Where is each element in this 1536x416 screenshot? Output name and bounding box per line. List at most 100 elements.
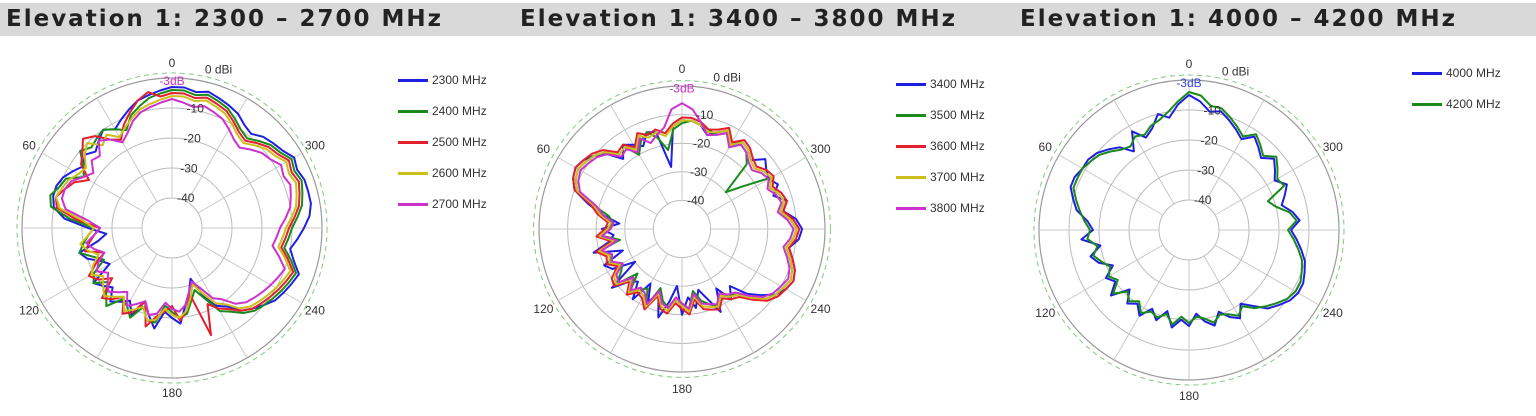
reference-label: -3dB bbox=[669, 82, 694, 96]
angle-label: 300 bbox=[305, 139, 325, 153]
radial-tick-label: -30 bbox=[180, 161, 198, 175]
legend-label: 4200 MHz bbox=[1446, 97, 1501, 111]
legend-swatch bbox=[896, 144, 926, 148]
legend-swatch bbox=[896, 82, 926, 86]
radial-tick-label: -20 bbox=[693, 137, 711, 151]
legend-label: 3400 MHz bbox=[930, 77, 985, 91]
polar-grid-3 bbox=[1033, 74, 1345, 386]
legend-swatch bbox=[398, 171, 428, 175]
legend-label: 2600 MHz bbox=[432, 166, 487, 180]
radial-tick-label: -40 bbox=[1194, 193, 1212, 207]
series-line-1 bbox=[1069, 94, 1306, 329]
angle-label: 180 bbox=[672, 382, 692, 396]
radial-tick-label: -10 bbox=[1204, 104, 1222, 118]
grid-spoke bbox=[557, 242, 658, 301]
grid-spoke bbox=[1058, 154, 1164, 216]
legend-item: 3600 MHz bbox=[896, 136, 985, 156]
legend-item: 2700 MHz bbox=[398, 194, 487, 214]
legend-item: 3700 MHz bbox=[896, 167, 985, 187]
legend-swatch bbox=[398, 78, 428, 82]
series-line-3 bbox=[55, 91, 301, 337]
legend-label: 2300 MHz bbox=[432, 73, 487, 87]
legend-label: 3600 MHz bbox=[930, 139, 985, 153]
grid-spoke bbox=[557, 157, 658, 216]
angle-label: 0 bbox=[679, 62, 686, 76]
grid-spoke bbox=[96, 97, 158, 203]
legend-label: 2500 MHz bbox=[432, 135, 487, 149]
radial-tick-label: -10 bbox=[696, 108, 714, 122]
angle-label: 60 bbox=[22, 139, 36, 153]
series-line-2 bbox=[1072, 91, 1303, 326]
axis-labels-3: 0 60 120 180 240 300 -10 -20 -30 -40 0 dBi -3dB bbox=[1035, 57, 1343, 403]
reference-ring bbox=[1033, 74, 1345, 386]
legend-item: 2400 MHz bbox=[398, 101, 487, 121]
angle-label: 180 bbox=[162, 386, 182, 400]
series-line-5 bbox=[60, 98, 292, 316]
legend-swatch bbox=[398, 140, 428, 144]
legend-3: 4000 MHz 4200 MHz bbox=[1412, 63, 1501, 125]
reference-ring bbox=[16, 72, 328, 384]
angle-label: 300 bbox=[811, 142, 831, 156]
radial-tick-label: -30 bbox=[690, 165, 708, 179]
polar-plot-3: 0 60 120 180 240 300 -10 -20 -30 -40 0 dBi -3dB bbox=[1033, 57, 1345, 403]
angle-label: 120 bbox=[533, 302, 553, 316]
angle-label: 0 bbox=[169, 56, 176, 70]
polar-grid-2 bbox=[533, 80, 831, 378]
grid-spoke bbox=[186, 97, 248, 203]
grid-spoke bbox=[1113, 255, 1175, 361]
radial-tick-label: -20 bbox=[1200, 133, 1218, 147]
polar-plot-2: 0 60 120 180 240 300 -10 -20 -30 -40 0 dBi -3dB bbox=[533, 62, 831, 396]
grid-spoke bbox=[695, 253, 754, 354]
series-group-3 bbox=[1069, 91, 1306, 329]
series-line-5 bbox=[577, 102, 795, 310]
grid-spoke bbox=[695, 104, 754, 205]
legend-swatch bbox=[1412, 71, 1442, 75]
chart-title-2: Elevation 1: 3400 – 3800 MHz bbox=[514, 3, 1026, 36]
radial-unit-label: 0 dBi bbox=[713, 70, 740, 84]
legend-swatch bbox=[398, 202, 428, 206]
chart-title-1: Elevation 1: 2300 – 2700 MHz bbox=[0, 3, 536, 36]
series-line-1 bbox=[52, 86, 312, 330]
series-group-2 bbox=[572, 102, 804, 319]
legend-swatch bbox=[896, 113, 926, 117]
legend-label: 3700 MHz bbox=[930, 170, 985, 184]
legend-item: 2300 MHz bbox=[398, 70, 487, 90]
legend-label: 2700 MHz bbox=[432, 197, 487, 211]
angle-label: 120 bbox=[19, 304, 39, 318]
legend-item: 3400 MHz bbox=[896, 74, 985, 94]
series-line-4 bbox=[55, 95, 298, 322]
grid-spoke bbox=[1203, 99, 1265, 205]
grid-spoke bbox=[1214, 154, 1320, 216]
legend-label: 2400 MHz bbox=[432, 104, 487, 118]
angle-label: 180 bbox=[1179, 389, 1199, 403]
legend-swatch bbox=[1412, 102, 1442, 106]
series-line-3 bbox=[572, 116, 801, 316]
axis-labels-1: 0 60 120 180 240 300 -10 -20 -30 -40 0 dBi -3dB bbox=[19, 56, 325, 400]
legend-item: 2500 MHz bbox=[398, 132, 487, 152]
grid-ring bbox=[652, 199, 712, 259]
legend-item: 4200 MHz bbox=[1412, 94, 1501, 114]
legend-2: 3400 MHz 3500 MHz 3600 MHz 3700 MHz 3800 MHz bbox=[896, 74, 985, 229]
angle-label: 240 bbox=[1323, 306, 1343, 320]
angle-label: 60 bbox=[1039, 140, 1053, 154]
grid-spoke bbox=[197, 152, 303, 214]
grid-spoke bbox=[1214, 244, 1320, 306]
polar-chart-3: 0 60 120 180 240 300 -10 -20 -30 -40 0 dBi -3dB 400… bbox=[1024, 40, 1536, 416]
grid-spoke bbox=[706, 157, 807, 216]
legend-item: 4000 MHz bbox=[1412, 63, 1501, 83]
legend-label: 4000 MHz bbox=[1446, 66, 1501, 80]
radial-tick-label: -20 bbox=[183, 131, 201, 145]
angle-label: 120 bbox=[1035, 306, 1055, 320]
legend-swatch bbox=[398, 109, 428, 113]
angle-label: 300 bbox=[1323, 140, 1343, 154]
radial-tick-label: -40 bbox=[687, 194, 705, 208]
grid-spoke bbox=[610, 253, 669, 354]
legend-1: 2300 MHz 2400 MHz 2500 MHz 2600 MHz 2700 MHz bbox=[398, 70, 487, 225]
angle-label: 240 bbox=[811, 302, 831, 316]
grid-spoke bbox=[1113, 99, 1175, 205]
polar-chart-2: 0 60 120 180 240 300 -10 -20 -30 -40 0 dBi -3dB 340… bbox=[512, 40, 1024, 416]
legend-swatch bbox=[896, 175, 926, 179]
radial-tick-label: -10 bbox=[187, 102, 205, 116]
grid-spoke bbox=[706, 242, 807, 301]
reference-label: -3dB bbox=[159, 74, 184, 88]
